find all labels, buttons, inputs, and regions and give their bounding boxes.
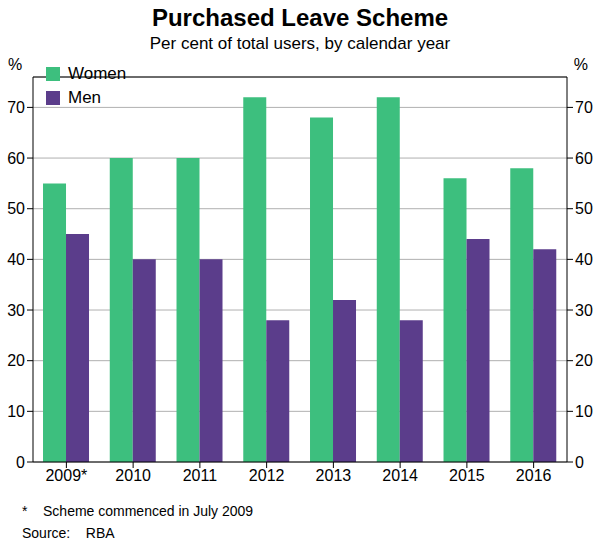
svg-text:60: 60	[575, 150, 592, 167]
svg-text:2011: 2011	[183, 467, 218, 484]
svg-text:2010: 2010	[115, 467, 151, 484]
svg-text:60: 60	[8, 150, 25, 167]
svg-text:30: 30	[575, 302, 592, 319]
html-text:Women: Women	[68, 64, 127, 83]
svg-text:2016: 2016	[516, 467, 552, 484]
html-text:* Scheme commenced in July 200: * Scheme commenced in July 2009	[22, 503, 254, 519]
svg-text:10: 10	[575, 403, 592, 420]
svg-text:50: 50	[8, 200, 25, 217]
svg-text:2015: 2015	[449, 467, 485, 484]
html-text:Men: Men	[68, 88, 102, 107]
svg-text:10: 10	[8, 403, 25, 420]
svg-text:2012: 2012	[249, 467, 285, 484]
svg-text:2009*: 2009*	[45, 467, 87, 484]
svg-text:20: 20	[575, 352, 592, 369]
svg-text:2013: 2013	[316, 467, 352, 484]
html-text:Per cent of total users, by ca: Per cent of total users, by calendar yea…	[149, 34, 451, 53]
svg-text:70: 70	[8, 99, 25, 116]
svg-text:2014: 2014	[382, 467, 418, 484]
svg-text:40: 40	[8, 251, 25, 268]
svg-text:30: 30	[8, 302, 25, 319]
html-text:Source: RBA: Source: RBA	[22, 525, 115, 541]
svg-text:0: 0	[16, 454, 25, 471]
svg-text:40: 40	[575, 251, 592, 268]
svg-text:20: 20	[8, 352, 25, 369]
svg-text:0: 0	[575, 454, 584, 471]
svg-text:50: 50	[575, 200, 592, 217]
svg-text:70: 70	[575, 99, 592, 116]
html-text:Purchased Leave Scheme: Purchased Leave Scheme	[151, 4, 449, 31]
